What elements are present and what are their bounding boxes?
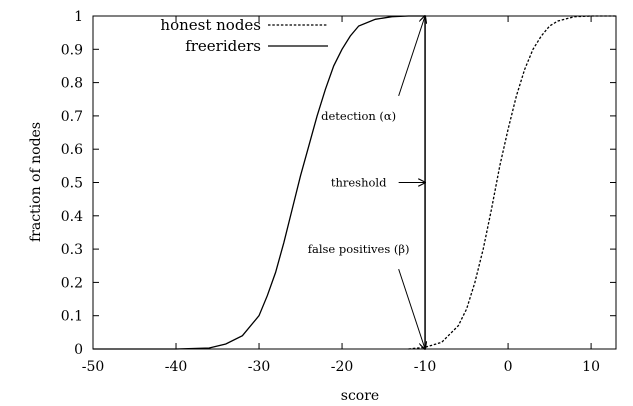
series-layer (93, 15, 616, 350)
y-tick-label: 0.4 (61, 209, 83, 225)
series-freeriders-line (93, 15, 426, 350)
series-honest-nodes-line (408, 15, 616, 350)
annotation-label-detection: detection (α) (321, 109, 396, 123)
y-tick-label: 1 (74, 9, 83, 25)
y-tick-label: 0.8 (61, 76, 83, 92)
y-axis-title: fraction of nodes (28, 122, 44, 242)
x-tick-label: -40 (165, 359, 188, 375)
legend-label-honest-nodes: honest nodes (160, 16, 261, 34)
annotation-layer: detection (α) threshold false positives (β… (308, 16, 425, 349)
x-axis-title: score (341, 388, 379, 404)
x-tick-label: -10 (414, 359, 437, 375)
y-tick-label: 0.9 (61, 42, 83, 58)
y-tick-label: 0.1 (61, 309, 83, 325)
legend-label-freeriders: freeriders (185, 37, 261, 55)
y-tick-label: 0.3 (61, 242, 83, 258)
annotation-label-false_positives: false positives (β) (308, 242, 410, 256)
x-tick-label: 10 (582, 359, 600, 375)
x-axis-ticks: -50 -40 -30 -20 -10 0 10 (82, 16, 600, 375)
y-tick-label: 0.6 (61, 142, 83, 158)
annotation-arrow-detection (398, 16, 425, 97)
x-tick-label: -20 (331, 359, 354, 375)
y-tick-label: 0.5 (61, 176, 83, 192)
y-tick-label: 0.7 (61, 109, 83, 125)
y-tick-label: 0 (74, 342, 83, 358)
x-tick-label: 0 (504, 359, 513, 375)
x-tick-label: -50 (82, 359, 105, 375)
annotation-label-threshold: threshold (331, 176, 387, 190)
y-tick-label: 0.2 (61, 275, 83, 291)
legend: honest nodes freeriders (160, 16, 328, 55)
x-tick-label: -30 (248, 359, 271, 375)
annotation-arrow-false_positives (398, 268, 425, 349)
y-axis-ticks: 0 0.1 0.2 0.3 0.4 0.5 0.6 0.7 0.8 0.9 1 (61, 9, 616, 358)
